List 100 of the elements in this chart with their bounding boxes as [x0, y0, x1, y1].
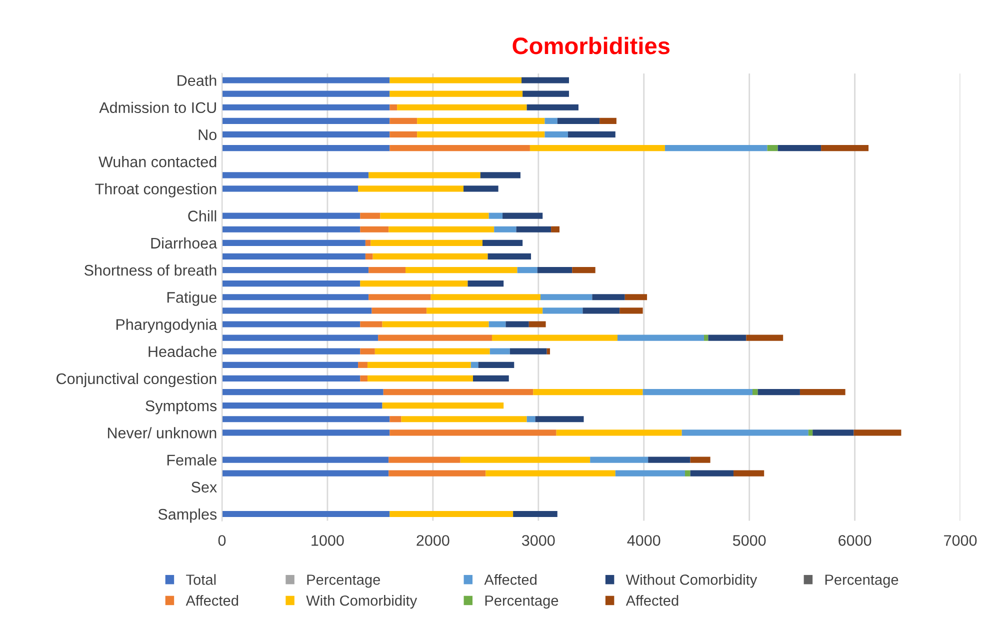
- bar: [546, 348, 550, 354]
- bar: [358, 186, 464, 192]
- bar: [222, 510, 390, 518]
- bar: [734, 470, 764, 476]
- x-tick-label: 0: [218, 535, 226, 546]
- bar: [530, 144, 665, 152]
- bar: [368, 375, 474, 382]
- bar: [642, 388, 752, 396]
- bar: [557, 118, 600, 124]
- bar: [390, 416, 402, 422]
- bar: [482, 240, 523, 246]
- bar: [222, 118, 390, 124]
- bar: [624, 294, 648, 300]
- y-tick-label: Sex: [191, 482, 217, 493]
- bar: [778, 144, 822, 152]
- x-tick-label: 2000: [416, 535, 450, 546]
- bar: [390, 144, 530, 152]
- bar: [383, 388, 534, 396]
- bar: [478, 362, 514, 368]
- bar: [358, 362, 368, 368]
- bar: [542, 308, 583, 314]
- bar: [390, 510, 514, 518]
- bar: [460, 456, 590, 463]
- bar: [540, 294, 592, 300]
- bar: [222, 186, 358, 192]
- bar: [690, 470, 734, 476]
- bar: [551, 226, 560, 232]
- bar: [222, 253, 366, 260]
- bar: [382, 402, 504, 409]
- bar: [800, 388, 846, 396]
- bar: [544, 131, 568, 138]
- bar: [480, 172, 520, 178]
- x-tick-label: 3000: [522, 535, 555, 546]
- bar: [360, 321, 382, 328]
- bar: [618, 334, 704, 341]
- y-tick-label: No: [198, 130, 216, 140]
- bar: [360, 212, 380, 219]
- bar: [222, 334, 378, 341]
- bar: [615, 470, 685, 476]
- legend-label: Percentage: [825, 574, 898, 588]
- bar: [222, 240, 366, 246]
- legend-label: Affected: [484, 574, 536, 585]
- bar: [506, 321, 529, 328]
- bar: [685, 470, 690, 476]
- bar: [572, 266, 596, 274]
- bar: [222, 470, 389, 476]
- bar: [464, 186, 498, 192]
- y-tick-label: Headache: [148, 346, 216, 358]
- bar: [494, 226, 516, 232]
- bar: [812, 430, 854, 436]
- bar: [708, 334, 746, 341]
- bar: [368, 172, 480, 178]
- bar: [854, 430, 902, 436]
- bar: [426, 308, 543, 314]
- legend-label: Affected: [186, 595, 238, 606]
- y-tick-label: Samples: [158, 508, 217, 523]
- bar: [222, 131, 390, 138]
- bar: [380, 212, 489, 219]
- legend-label: Affected: [626, 595, 678, 606]
- legend-label: Total: [186, 574, 216, 585]
- bar: [222, 362, 358, 368]
- bar: [222, 375, 360, 382]
- x-tick-label: 4000: [627, 535, 660, 546]
- bar: [492, 334, 618, 341]
- bar: [222, 456, 389, 463]
- legend-label: Percentage: [307, 574, 380, 588]
- bar: [752, 388, 758, 396]
- bar: [222, 416, 390, 422]
- bar: [390, 430, 556, 436]
- bar: [535, 416, 584, 422]
- bar: [533, 388, 643, 396]
- bar: [516, 226, 552, 232]
- bar: [486, 470, 616, 476]
- bar: [360, 348, 375, 354]
- bar: [222, 294, 369, 300]
- bar: [365, 240, 371, 246]
- bar: [568, 131, 616, 138]
- y-tick-label: Pharyngodynia: [116, 318, 218, 333]
- y-tick-label: Throat congestion: [95, 183, 216, 198]
- bar: [590, 456, 648, 463]
- y-tick-label: Conjunctival congestion: [56, 372, 216, 388]
- bar: [468, 280, 504, 287]
- bar: [406, 266, 518, 274]
- legend-label: Percentage: [485, 596, 558, 609]
- bar: [388, 226, 494, 232]
- bar: [592, 294, 625, 300]
- bar: [397, 104, 527, 110]
- chart-title: Comorbidities: [512, 36, 670, 54]
- bar: [388, 456, 460, 463]
- bar: [372, 308, 427, 314]
- y-tick-label: Diarrhoea: [151, 237, 218, 249]
- bar: [517, 266, 538, 274]
- bar: [620, 308, 643, 314]
- bar: [556, 430, 682, 436]
- bar: [390, 104, 398, 110]
- bar: [522, 90, 569, 97]
- bar: [648, 456, 690, 463]
- x-tick-label: 7000: [944, 535, 977, 546]
- bar: [526, 104, 578, 110]
- bar: [690, 456, 710, 463]
